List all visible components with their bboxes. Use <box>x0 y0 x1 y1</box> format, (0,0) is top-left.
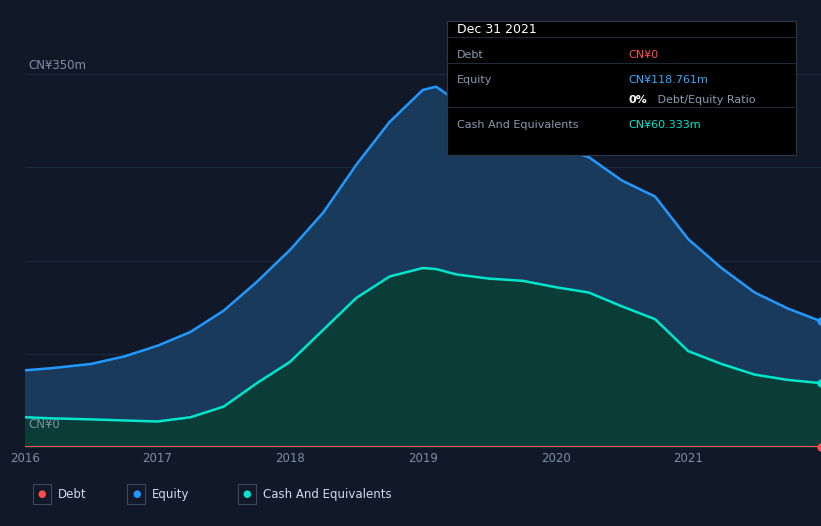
Text: CN¥60.333m: CN¥60.333m <box>628 120 700 130</box>
Text: ●: ● <box>132 489 140 500</box>
Text: Dec 31 2021: Dec 31 2021 <box>457 23 537 36</box>
Text: CN¥118.761m: CN¥118.761m <box>628 75 708 85</box>
Text: CN¥0: CN¥0 <box>628 50 658 60</box>
Text: Cash And Equivalents: Cash And Equivalents <box>263 488 392 501</box>
Text: CN¥0: CN¥0 <box>29 418 61 431</box>
Text: ●: ● <box>243 489 251 500</box>
Text: ●: ● <box>38 489 46 500</box>
Text: Equity: Equity <box>152 488 190 501</box>
Text: Cash And Equivalents: Cash And Equivalents <box>457 120 579 130</box>
Text: CN¥350m: CN¥350m <box>29 58 86 72</box>
Text: 0%: 0% <box>628 95 647 105</box>
Text: Debt/Equity Ratio: Debt/Equity Ratio <box>654 95 756 105</box>
Text: Debt: Debt <box>457 50 484 60</box>
Text: Debt: Debt <box>57 488 86 501</box>
Text: Equity: Equity <box>457 75 493 85</box>
